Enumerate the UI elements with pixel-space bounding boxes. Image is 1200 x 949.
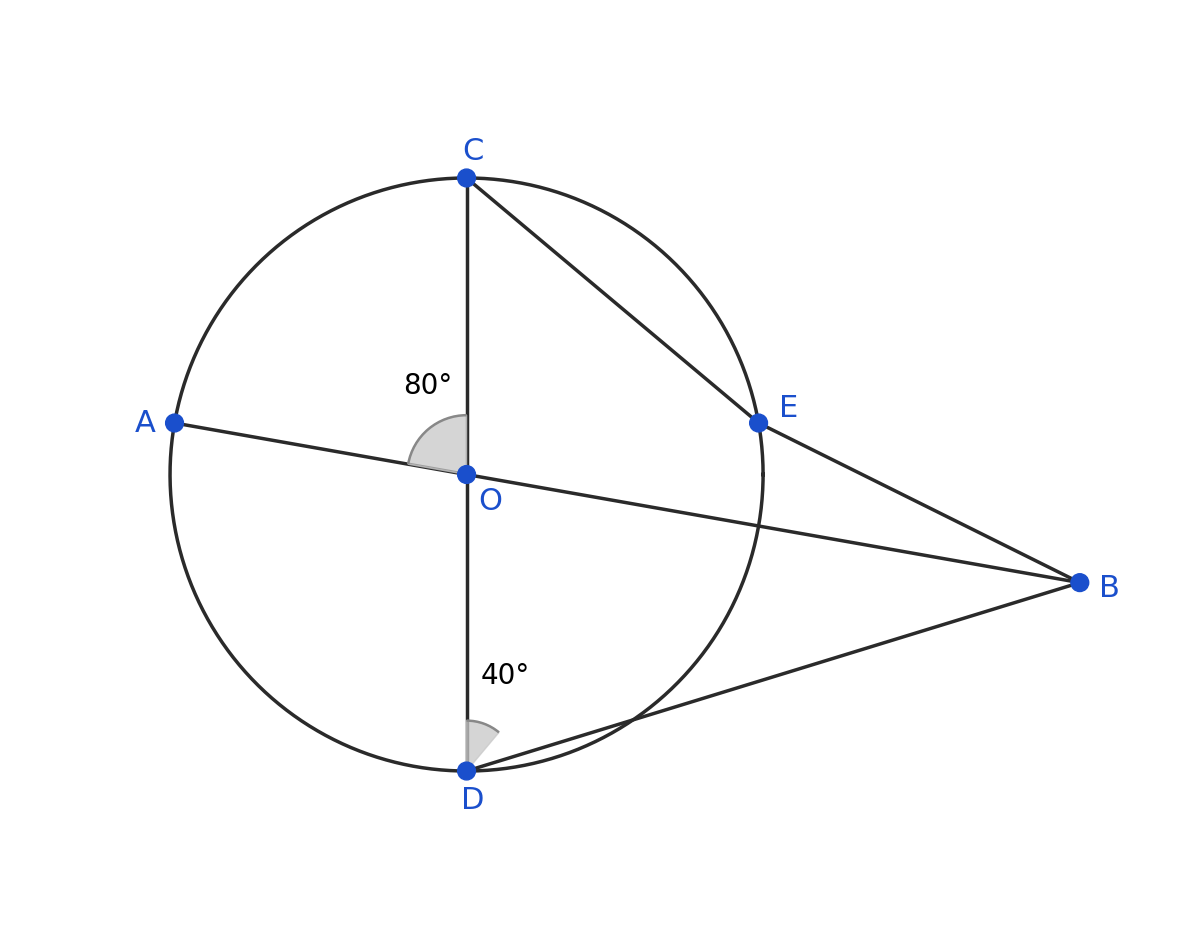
- Circle shape: [166, 414, 184, 432]
- Text: D: D: [461, 786, 484, 815]
- Text: 80°: 80°: [403, 372, 452, 400]
- Text: O: O: [479, 487, 503, 515]
- Text: B: B: [1099, 574, 1120, 603]
- Circle shape: [1070, 574, 1088, 591]
- Polygon shape: [408, 416, 467, 474]
- Text: A: A: [134, 408, 155, 437]
- Circle shape: [457, 169, 475, 187]
- Circle shape: [457, 762, 475, 780]
- Circle shape: [457, 466, 475, 483]
- Text: E: E: [779, 394, 798, 422]
- Text: 40°: 40°: [480, 662, 529, 690]
- Polygon shape: [467, 720, 499, 771]
- Text: C: C: [462, 137, 484, 166]
- Circle shape: [750, 414, 768, 432]
